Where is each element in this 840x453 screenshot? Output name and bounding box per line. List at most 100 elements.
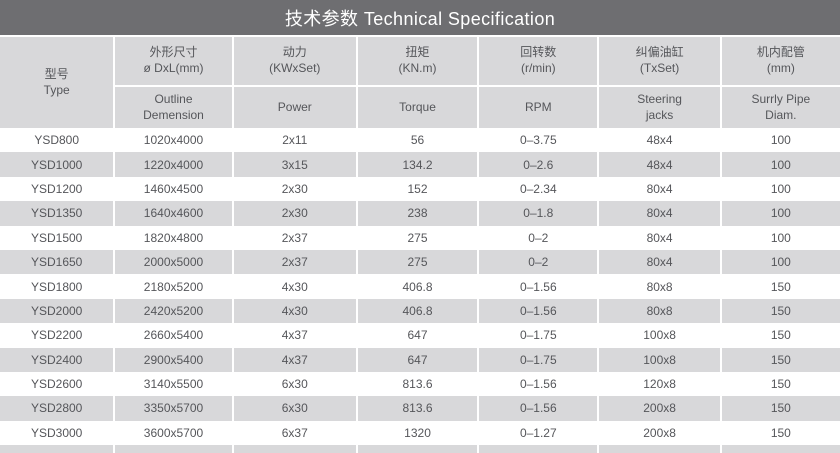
cell: 1460x4500 [143, 181, 204, 196]
cell: 406.8 [402, 279, 433, 294]
cell: 2x11 [282, 133, 308, 148]
column-header-type: 型号 Type [0, 37, 114, 128]
cell: 647 [357, 347, 478, 372]
cell: YSD1500 [30, 230, 83, 245]
cell: 150 [770, 425, 791, 440]
cell: YSD2200 [30, 328, 83, 343]
table-row-partial [0, 445, 840, 453]
cell: 406.8 [357, 298, 478, 324]
column-header-rpm-cn: 回转数 (r/min) [479, 37, 598, 85]
table-row: YSD3000 3600x5700 6x37 1320 0–1.27 200x8 150 [0, 421, 840, 445]
cell: 0–1.75 [479, 347, 598, 372]
cell: 2180x5200 [143, 279, 204, 294]
cell: 0–1.56 [479, 396, 598, 421]
cell: 6x30 [233, 396, 356, 421]
cell: 80x4 [646, 230, 673, 245]
table-body: YSD800 1020x4000 2x11 56 0–3.75 48x4 100 YSD100… [0, 128, 840, 453]
cell: 100x8 [599, 347, 720, 372]
cell: 80x4 [599, 249, 720, 275]
cell: 1820x4800 [143, 230, 204, 245]
cell: 238 [357, 201, 478, 226]
cell: 100x8 [643, 328, 676, 343]
cell: 100 [770, 181, 791, 196]
cell: 3600x5700 [143, 425, 204, 440]
cell: YSD2800 [0, 396, 114, 421]
cell: 48x4 [599, 152, 720, 177]
cell: YSD1200 [30, 181, 83, 196]
cell: 100 [721, 249, 840, 275]
cell: 0–2.6 [479, 152, 598, 177]
cell: 647 [407, 328, 428, 343]
cell: 4x30 [233, 298, 356, 324]
title-bar: 技术参数 Technical Specification [0, 0, 840, 35]
cell: 0–1.27 [519, 425, 557, 440]
cell: 6x30 [281, 377, 308, 392]
column-header-outline-en: Outline Demension [115, 87, 232, 128]
cell: 120x8 [643, 377, 676, 392]
table-row: YSD2400 2900x5400 4x37 647 0–1.75 100x8 150 [0, 347, 840, 372]
table-row: YSD2800 3350x5700 6x30 813.6 0–1.56 200x8 150 [0, 396, 840, 421]
cell: 100 [721, 201, 840, 226]
cell: 150 [770, 377, 791, 392]
cell: 4x30 [281, 279, 308, 294]
column-header-torque-en: Torque [357, 87, 478, 128]
cell [721, 445, 840, 453]
cell: 4x37 [233, 347, 356, 372]
cell: 3x15 [233, 152, 356, 177]
cell: YSD2000 [0, 298, 114, 324]
cell: 275 [357, 249, 478, 275]
cell [357, 445, 478, 453]
table-row: YSD1650 2000x5000 2x37 275 0–2 80x4 100 [0, 249, 840, 275]
cell: 6x37 [281, 425, 308, 440]
column-header-power-en: Power [233, 87, 356, 128]
cell [479, 445, 598, 453]
cell: 0–2 [479, 249, 598, 275]
table-row: YSD800 1020x4000 2x11 56 0–3.75 48x4 100 [0, 128, 840, 152]
cell: 150 [770, 279, 791, 294]
column-header-steering-en: Steering jacks [599, 87, 720, 128]
cell: 1320 [404, 425, 431, 440]
cell: 200x8 [643, 425, 676, 440]
cell: 150 [770, 328, 791, 343]
cell: 2660x5400 [143, 328, 204, 343]
cell: 3350x5700 [115, 396, 232, 421]
cell: 2420x5200 [115, 298, 232, 324]
cell: YSD2400 [0, 347, 114, 372]
cell: 2x37 [281, 230, 308, 245]
cell: 2x30 [233, 201, 356, 226]
cell: 0–1.75 [519, 328, 557, 343]
cell: 2x37 [233, 249, 356, 275]
cell: 80x4 [599, 201, 720, 226]
column-header-outline-cn: 外形尺寸 ø DxL(mm) [115, 37, 232, 85]
cell: 0–2.34 [519, 181, 557, 196]
cell: 134.2 [357, 152, 478, 177]
cell: 200x8 [599, 396, 720, 421]
cell: 0–3.75 [519, 133, 557, 148]
cell: 100 [770, 133, 791, 148]
cell: 80x8 [599, 298, 720, 324]
cell: 0–1.56 [479, 298, 598, 324]
cell: 152 [407, 181, 428, 196]
cell: YSD1800 [30, 279, 83, 294]
cell: 150 [721, 396, 840, 421]
cell: YSD1000 [0, 152, 114, 177]
cell [0, 445, 114, 453]
table-row: YSD1800 2180x5200 4x30 406.8 0–1.56 80x8 150 [0, 274, 840, 298]
cell: YSD800 [34, 133, 80, 148]
cell: 1220x4000 [115, 152, 232, 177]
cell: YSD2600 [30, 377, 83, 392]
cell: 0–1.56 [519, 377, 557, 392]
column-header-steering-cn: 纠偏油缸 (TxSet) [599, 37, 720, 85]
cell: 150 [721, 347, 840, 372]
cell: 48x4 [646, 133, 673, 148]
cell: YSD1650 [0, 249, 114, 275]
column-header-torque-cn: 扭矩 (KN.m) [357, 37, 478, 85]
cell: 80x4 [646, 181, 673, 196]
cell: 150 [721, 298, 840, 324]
cell: 0–2 [528, 230, 549, 245]
table-row: YSD1350 1640x4600 2x30 238 0–1.8 80x4 100 [0, 201, 840, 226]
table-header: 型号 Type 外形尺寸 ø DxL(mm) 动力 (KWxSet) 扭矩 (K… [0, 37, 840, 128]
cell: 100 [721, 152, 840, 177]
table-row: YSD2000 2420x5200 4x30 406.8 0–1.56 80x8 150 [0, 298, 840, 324]
